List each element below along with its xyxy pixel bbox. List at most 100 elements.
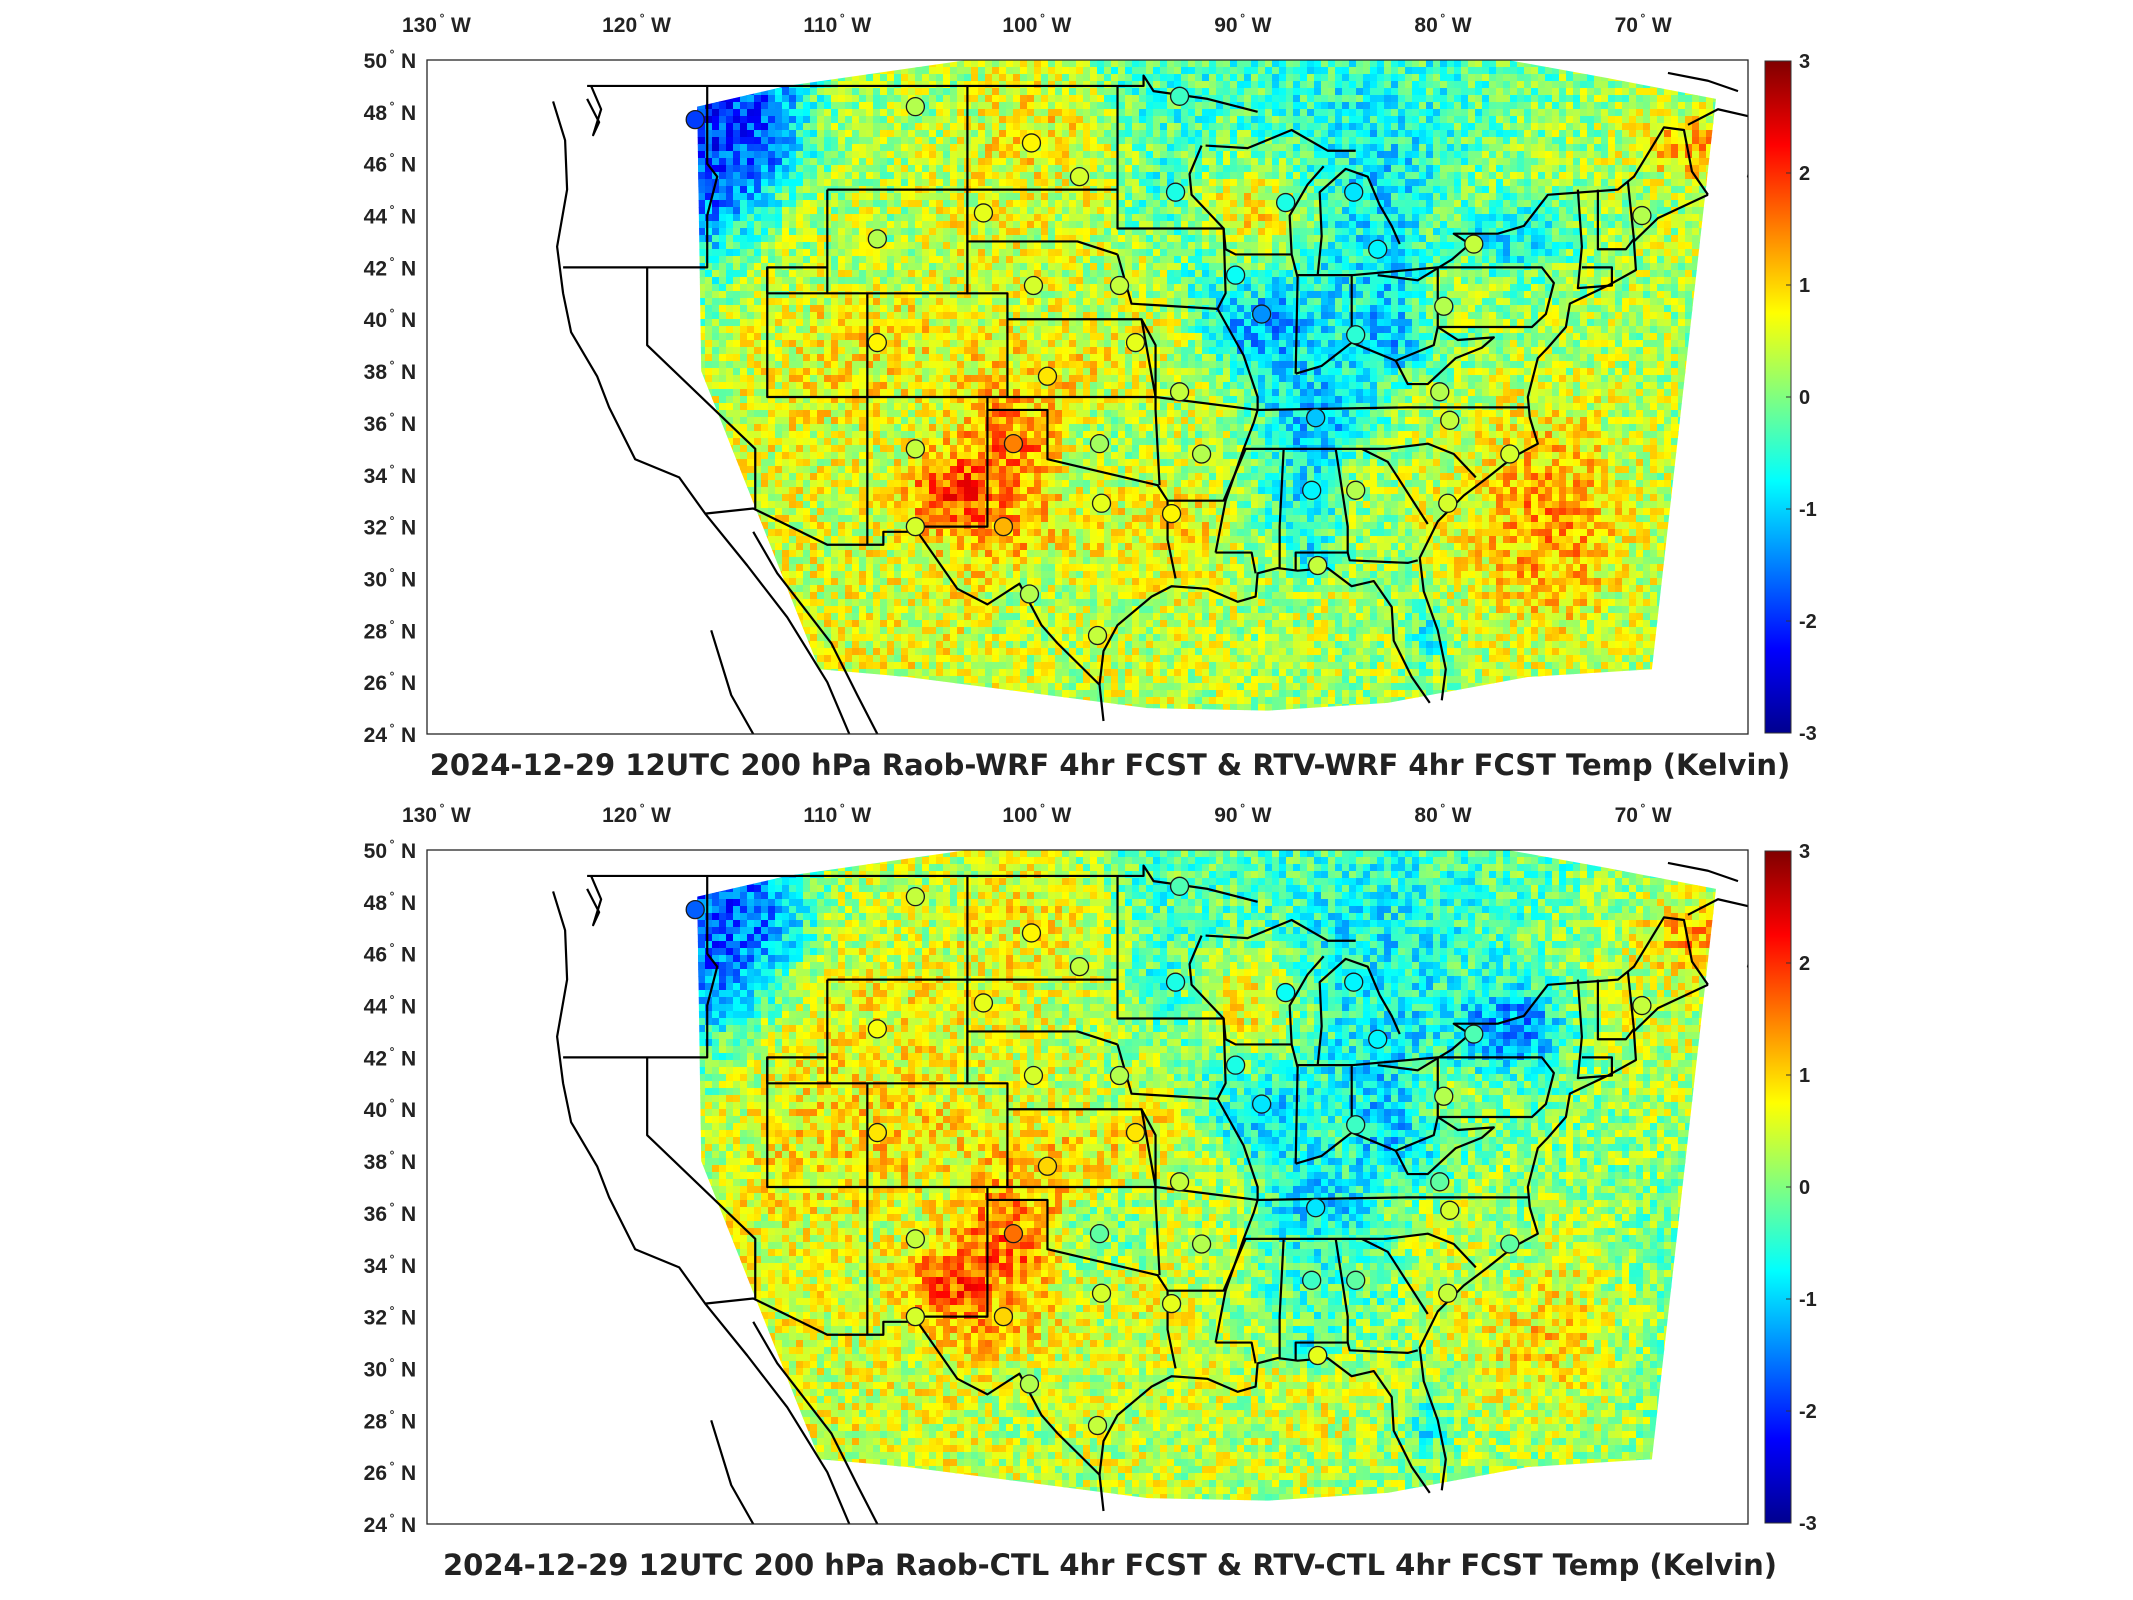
raob-site-marker [993, 1306, 1014, 1327]
colorbar-tick-label: -2 [1799, 1401, 1817, 1423]
raob-site-marker [1023, 1065, 1044, 1086]
lat-label: 28 ° N [364, 617, 417, 643]
colorbar-tick-label: 2 [1799, 953, 1810, 975]
raob-site-marker [1023, 275, 1044, 296]
lat-label: 46 ° N [364, 941, 417, 967]
raob-site-marker [1003, 434, 1024, 454]
lon-label: 100 ° W [1002, 11, 1071, 37]
raob-site-marker [1161, 1294, 1182, 1314]
lat-label: 38 ° N [364, 358, 417, 384]
raob-site-marker [1306, 408, 1326, 428]
raob-site-marker [905, 1306, 926, 1327]
raob-site-marker [1276, 192, 1296, 213]
raob-site-marker [1440, 410, 1460, 430]
raob-site-marker [867, 1019, 887, 1039]
lat-label: 48 ° N [364, 99, 417, 125]
colorbar-tick-label: 3 [1799, 51, 1810, 73]
raob-site-marker [1500, 1234, 1520, 1254]
raob-site-marker [1091, 493, 1112, 513]
raob-site-marker [1109, 275, 1130, 296]
lat-label: 50 ° N [364, 837, 417, 863]
raob-site-marker [1344, 972, 1364, 992]
raob-site-marker [1191, 1234, 1212, 1254]
colorbar-tick-label: 1 [1799, 275, 1810, 297]
raob-site-marker [1021, 923, 1042, 943]
raob-site-marker [1632, 995, 1652, 1016]
raob-site-marker [1069, 167, 1090, 187]
raob-site-marker [1019, 584, 1040, 604]
raob-site-marker [1125, 332, 1146, 353]
colorbar-tick-label: -1 [1799, 499, 1817, 521]
bottom-panel: 130 ° W 120 ° W 110 ° W 100 ° W 90 ° W 80 ° W 70 ° W 50 ° N 48 ° N… [0, 790, 2133, 1600]
raob-site-marker [1069, 957, 1090, 977]
lat-label: 34 ° N [364, 462, 417, 488]
lat-label: 40 ° N [364, 1096, 417, 1122]
raob-site-marker [1368, 1029, 1388, 1049]
raob-site-marker [1438, 493, 1458, 513]
raob-site-marker [867, 1122, 887, 1143]
raob-site-marker [1464, 1024, 1484, 1044]
raob-site-marker [905, 516, 926, 537]
colorbar-tick-label: -1 [1799, 1289, 1817, 1311]
raob-site-marker [1165, 182, 1186, 202]
lon-label: 70 ° W [1615, 11, 1672, 37]
raob-site-marker [1125, 1122, 1146, 1143]
raob-site-marker [1089, 434, 1110, 454]
raob-site-marker [1306, 1198, 1326, 1218]
lat-label: 46 ° N [364, 151, 417, 177]
lat-label: 44 ° N [364, 203, 417, 229]
raob-site-marker [1191, 444, 1212, 464]
lat-label: 50 ° N [364, 47, 417, 73]
lat-label: 40 ° N [364, 306, 417, 332]
lat-label: 36 ° N [364, 1200, 417, 1226]
lat-label: 26 ° N [364, 1459, 417, 1485]
lon-label: 70 ° W [1615, 801, 1672, 827]
bottom-panel-title: 2024-12-29 12UTC 200 hPa Raob-CTL 4hr FC… [443, 1548, 1777, 1582]
raob-site-marker [1346, 480, 1366, 500]
lon-label: 130 ° W [402, 11, 471, 37]
colorbar-tick-label: -3 [1799, 723, 1817, 745]
colorbar-tick-label: 3 [1799, 841, 1810, 863]
colorbar-tick-label: 1 [1799, 1065, 1810, 1087]
raob-site-marker [1161, 504, 1182, 524]
raob-site-marker [1368, 239, 1388, 259]
raob-site-marker [1308, 1345, 1328, 1366]
map-frame [426, 849, 1749, 1525]
colorbar-tick-label: 0 [1799, 387, 1810, 409]
lat-label: 36 ° N [364, 410, 417, 436]
raob-site-marker [1091, 1283, 1112, 1303]
raob-site-marker [1346, 325, 1366, 345]
lat-label: 44 ° N [364, 993, 417, 1019]
lon-label: 110 ° W [803, 11, 871, 37]
lon-label: 80 ° W [1414, 801, 1471, 827]
raob-site-marker [1165, 972, 1186, 992]
raob-site-marker [1434, 296, 1454, 316]
lat-label: 34 ° N [364, 1252, 417, 1278]
lat-label: 32 ° N [364, 514, 417, 540]
raob-site-marker [1225, 265, 1246, 285]
lat-label: 42 ° N [364, 1044, 417, 1070]
state-boundaries [552, 861, 1748, 1524]
lat-label: 26 ° N [364, 669, 417, 695]
raob-site-marker [973, 993, 994, 1013]
raob-site-marker [905, 439, 926, 459]
raob-site-marker [1251, 304, 1272, 324]
raob-site-marker [905, 1229, 926, 1249]
raob-site-marker [1346, 1115, 1366, 1135]
raob-site-marker [993, 516, 1014, 537]
lon-label: 120 ° W [602, 801, 671, 827]
raob-site-marker [1500, 444, 1520, 464]
lon-label: 120 ° W [602, 11, 671, 37]
raob-site-marker [1169, 1172, 1190, 1192]
raob-site-marker [1302, 1270, 1322, 1290]
raob-site-marker [1037, 1156, 1058, 1176]
lat-label: 28 ° N [364, 1407, 417, 1433]
lon-label: 90 ° W [1214, 11, 1271, 37]
raob-site-marker [1438, 1283, 1458, 1303]
raob-site-marker [973, 203, 994, 223]
lon-label: 110 ° W [803, 801, 871, 827]
lat-label: 48 ° N [364, 889, 417, 915]
raob-site-marker [1276, 982, 1296, 1003]
lat-label: 38 ° N [364, 1148, 417, 1174]
colorbar-tick-label: 2 [1799, 163, 1810, 185]
